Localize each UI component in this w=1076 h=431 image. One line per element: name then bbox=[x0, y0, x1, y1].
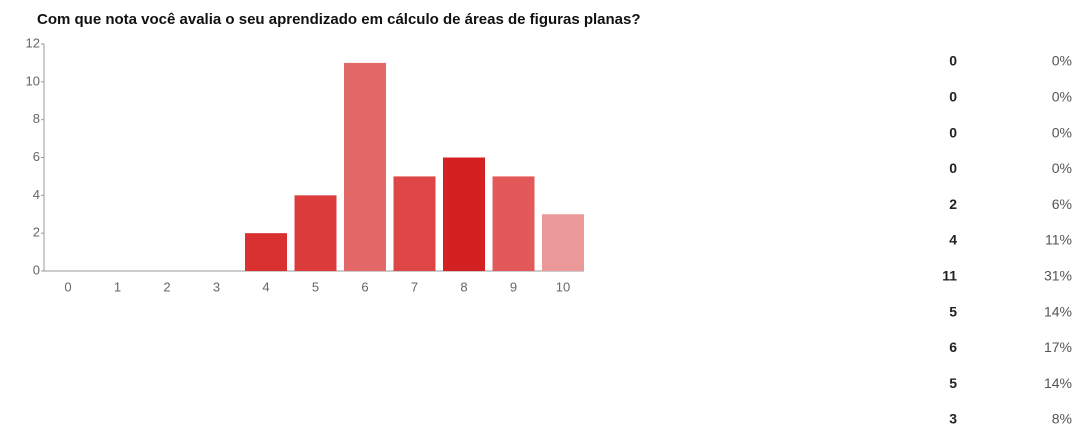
percent-cell: 0% bbox=[1052, 160, 1072, 176]
x-tick-label: 6 bbox=[361, 279, 368, 294]
count-cell: 0 bbox=[949, 124, 957, 140]
x-tick-label: 7 bbox=[411, 279, 418, 294]
percent-cell: 0% bbox=[1052, 89, 1072, 105]
count-cell: 0 bbox=[949, 89, 957, 105]
percent-cell: 17% bbox=[1044, 339, 1072, 355]
x-tick-label: 8 bbox=[460, 279, 467, 294]
x-tick-label: 5 bbox=[312, 279, 319, 294]
y-tick-label: 12 bbox=[26, 35, 40, 50]
percent-cell: 31% bbox=[1044, 268, 1072, 284]
count-cell: 3 bbox=[949, 411, 957, 427]
percent-cell: 0% bbox=[1052, 124, 1072, 140]
x-tick-label: 2 bbox=[163, 279, 170, 294]
y-tick-label: 4 bbox=[33, 187, 40, 202]
bar bbox=[443, 157, 485, 271]
x-tick-label: 1 bbox=[114, 279, 121, 294]
x-tick-label: 0 bbox=[64, 279, 71, 294]
count-cell: 5 bbox=[949, 375, 957, 391]
bar bbox=[393, 176, 436, 271]
count-cell: 4 bbox=[949, 232, 957, 248]
bar bbox=[294, 195, 337, 271]
x-tick-label: 3 bbox=[213, 279, 220, 294]
percent-cell: 11% bbox=[1045, 232, 1072, 248]
count-cell: 11 bbox=[942, 268, 957, 284]
y-tick-label: 2 bbox=[33, 225, 40, 240]
percent-cell: 6% bbox=[1052, 196, 1072, 212]
bar bbox=[245, 233, 287, 271]
y-tick-label: 10 bbox=[26, 73, 40, 88]
count-cell: 0 bbox=[949, 160, 957, 176]
y-tick-label: 6 bbox=[33, 149, 40, 164]
bar bbox=[542, 214, 584, 271]
x-tick-label: 9 bbox=[510, 279, 517, 294]
chart-title: Com que nota você avalia o seu aprendiza… bbox=[37, 11, 641, 28]
count-cell: 6 bbox=[949, 339, 957, 355]
y-tick-label: 8 bbox=[33, 111, 40, 126]
bar bbox=[344, 62, 386, 271]
bar bbox=[492, 176, 535, 271]
x-tick-label: 10 bbox=[556, 279, 570, 294]
count-cell: 2 bbox=[949, 196, 957, 212]
x-tick-label: 4 bbox=[262, 279, 269, 294]
count-cell: 0 bbox=[949, 53, 957, 69]
y-tick-label: 0 bbox=[33, 262, 40, 277]
percent-cell: 8% bbox=[1052, 411, 1072, 427]
percent-cell: 14% bbox=[1044, 303, 1072, 319]
percent-cell: 14% bbox=[1044, 375, 1072, 391]
percent-cell: 0% bbox=[1052, 53, 1072, 69]
count-cell: 5 bbox=[949, 303, 957, 319]
